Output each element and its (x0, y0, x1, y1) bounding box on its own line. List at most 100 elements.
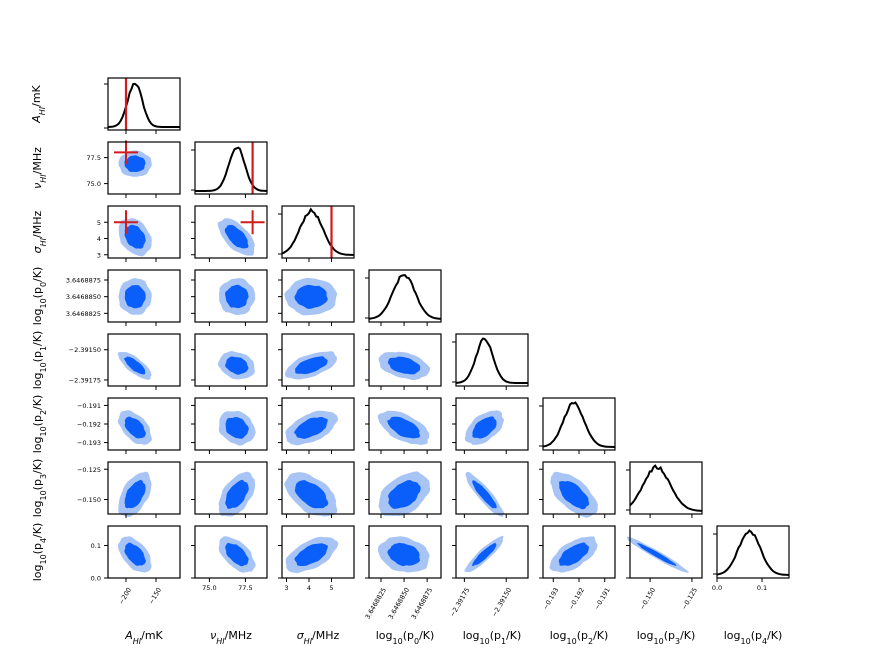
xtick-label-7-0: 0.0 (712, 584, 722, 592)
contour-inner-7-5 (558, 542, 589, 566)
panel-frame-6-6 (629, 461, 703, 515)
xlabel-4: log10(p1/K) (463, 629, 522, 646)
contour-inner-6-1 (225, 479, 249, 509)
panel-frame-4-4 (455, 333, 529, 387)
marginal-line-1 (195, 146, 268, 192)
panel-frame-7-7 (716, 525, 790, 579)
panel-5-5 (539, 397, 616, 454)
xlabel-3: log10(p0/K) (376, 629, 435, 646)
panel-frame-5-5 (542, 397, 616, 451)
panel-2-1 (191, 205, 268, 262)
panel-7-5: −0.193 −0.192 −0.191 (539, 525, 616, 611)
xtick-label-3-1: 3.6468850 (387, 586, 412, 620)
ytick-label-1-1: 77.5 (87, 154, 101, 162)
ylabel-7: log10(p4/K) (31, 523, 48, 582)
marginal-line-5 (542, 401, 615, 448)
panel-frame-4-2 (281, 333, 355, 387)
xtick-label-5-2: −0.191 (593, 586, 612, 611)
panel-6-3 (365, 461, 442, 518)
panel-6-4 (452, 461, 529, 518)
xtick-label-0-1: −150 (147, 586, 163, 605)
xtick-label-2-2: 5 (329, 584, 333, 592)
contour-inner-7-6 (637, 543, 677, 567)
marginal-line-4 (455, 337, 528, 384)
panel-frame-7-6 (629, 525, 703, 579)
contour-inner-4-3 (387, 356, 421, 375)
ytick-label-3-2: 3.6468875 (66, 277, 101, 285)
xtick-label-4-1: −2.39150 (490, 586, 513, 618)
xtick-label-6-0: −0.150 (638, 586, 657, 611)
ylabel-5: log10(p2/K) (31, 395, 48, 454)
contour-inner-3-2 (294, 284, 328, 309)
panel-frame-2-0 (107, 205, 181, 259)
panel-1-1 (191, 141, 268, 198)
panel-6-1 (191, 461, 268, 518)
xlabel-6: log10(p3/K) (637, 629, 696, 646)
xtick-label-4-0: −2.39175 (448, 586, 471, 618)
panel-4-3 (365, 333, 442, 390)
panel-frame-7-3 (368, 525, 442, 579)
xtick-label-1-0: 75.0 (202, 584, 216, 592)
contour-inner-4-0 (124, 356, 146, 375)
ytick-label-1-0: 75.0 (87, 180, 101, 188)
panel-frame-7-1 (194, 525, 268, 579)
ytick-label-2-1: 4 (97, 235, 101, 243)
panel-frame-2-2 (281, 205, 355, 259)
panel-7-1: 75.0 77.5 (191, 525, 268, 592)
panel-frame-1-1 (194, 141, 268, 195)
ytick-label-7-1: 0.1 (91, 542, 101, 550)
xtick-label-3-2: 3.6468875 (410, 586, 435, 620)
ytick-label-3-1: 3.6468850 (66, 293, 101, 301)
xlabel-1: νHI/MHz (210, 629, 252, 646)
panel-frame-1-0 (107, 141, 181, 195)
ytick-label-3-0: 3.6468825 (66, 310, 101, 318)
xtick-label-2-1: 4 (307, 584, 311, 592)
xtick-label-6-1: −0.125 (680, 586, 699, 611)
ylabel-0: AHI/mK (30, 84, 47, 123)
ytick-label-2-0: 3 (97, 251, 101, 259)
ylabel-1: νHI/MHz (31, 147, 48, 189)
panel-5-3 (365, 397, 442, 454)
panel-7-0: 0.0 0.1 −200 −150 (91, 525, 181, 606)
ytick-label-5-0: −0.193 (77, 439, 101, 447)
contour-inner-5-1 (225, 417, 249, 439)
panel-3-3 (365, 269, 442, 326)
panel-frame-6-0 (107, 461, 181, 515)
panel-frame-3-3 (368, 269, 442, 323)
xlabel-7: log10(p4/K) (724, 629, 783, 646)
panel-4-4 (452, 333, 529, 390)
panel-6-0: −0.150 −0.125 (77, 461, 181, 518)
ytick-label-5-2: −0.191 (77, 402, 101, 410)
panel-7-7: 0.0 0.1 (712, 525, 790, 592)
contour-inner-5-2 (294, 417, 328, 439)
xtick-label-1-1: 77.5 (238, 584, 252, 592)
panel-frame-7-0 (107, 525, 181, 579)
contour-inner-7-1 (225, 542, 249, 567)
xlabel-2: σHI/MHz (297, 629, 340, 646)
ytick-label-5-1: −0.192 (77, 421, 101, 429)
xtick-label-7-1: 0.1 (757, 584, 767, 592)
panel-frame-0-0 (107, 77, 181, 131)
marginal-line-6 (629, 464, 703, 512)
ytick-label-2-2: 5 (97, 219, 101, 227)
contour-inner-3-1 (225, 284, 249, 309)
panel-3-1 (191, 269, 268, 326)
panel-frame-6-1 (194, 461, 268, 515)
panel-7-2: 3 4 5 (278, 525, 355, 592)
panel-5-1 (191, 397, 268, 454)
contour-inner-6-3 (388, 480, 421, 509)
ylabel-6: log10(p3/K) (31, 459, 48, 518)
ylabel-4: log10(p1/K) (31, 331, 48, 390)
panel-frame-3-0 (107, 269, 181, 323)
panel-6-2 (278, 461, 355, 518)
panel-7-4: −2.39175 −2.39150 (448, 525, 529, 618)
contour-inner-7-4 (472, 542, 497, 566)
panel-frame-6-4 (455, 461, 529, 515)
panel-2-0: 3 4 5 (97, 205, 181, 262)
contour-inner-6-5 (559, 481, 590, 510)
panel-0-0 (104, 77, 181, 134)
ytick-label-6-0: −0.150 (77, 496, 101, 504)
panel-3-2 (278, 269, 355, 326)
